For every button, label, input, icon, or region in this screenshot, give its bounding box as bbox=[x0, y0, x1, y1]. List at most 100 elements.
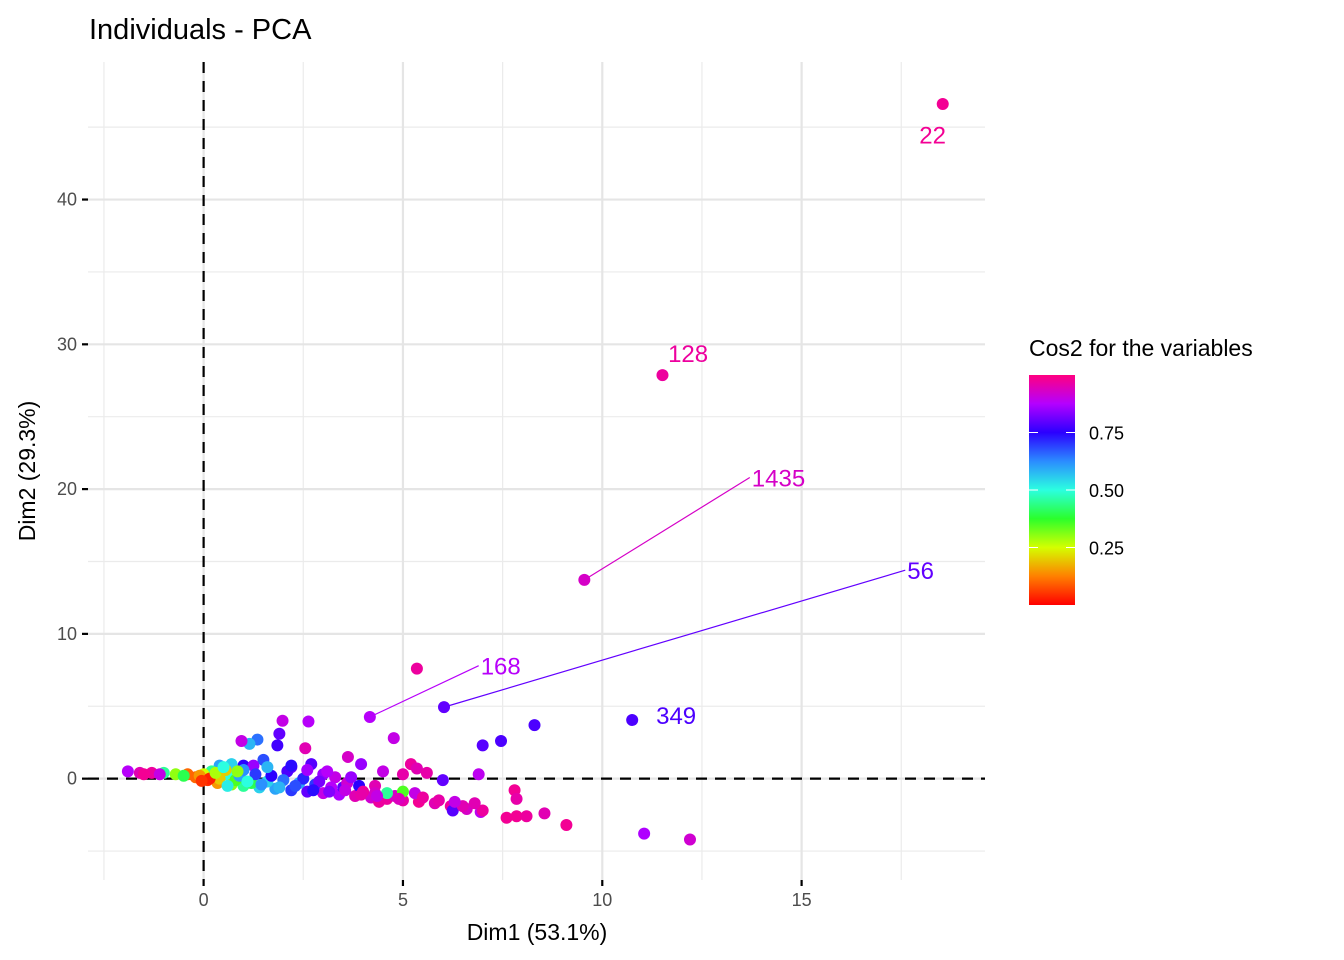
data-point bbox=[255, 778, 268, 791]
colorbar-ticks: 0.25 0.50 0.75 bbox=[1029, 424, 1124, 559]
leader-line bbox=[443, 569, 906, 708]
data-point bbox=[273, 781, 286, 794]
data-point bbox=[355, 758, 368, 771]
y-tick-label: 30 bbox=[57, 334, 77, 354]
x-tick-label: 5 bbox=[398, 890, 408, 910]
data-point bbox=[276, 714, 289, 727]
legend-title: Cos2 for the variables bbox=[1029, 335, 1253, 361]
y-tick-label: 40 bbox=[57, 190, 77, 210]
data-point bbox=[387, 732, 400, 745]
data-point bbox=[289, 779, 302, 792]
data-point bbox=[321, 765, 334, 778]
data-point bbox=[476, 804, 489, 817]
y-tick-label: 20 bbox=[57, 479, 77, 499]
data-point bbox=[381, 787, 393, 800]
data-point bbox=[217, 761, 230, 774]
y-tick-label: 0 bbox=[67, 769, 77, 789]
x-tick-label: 10 bbox=[592, 890, 612, 910]
chart-title: Individuals - PCA bbox=[89, 14, 312, 46]
data-point bbox=[476, 739, 489, 752]
data-point bbox=[520, 810, 533, 823]
data-point bbox=[396, 768, 409, 781]
data-point bbox=[299, 742, 312, 755]
data-point bbox=[241, 775, 254, 788]
data-point bbox=[341, 750, 354, 763]
x-tick-label: 15 bbox=[792, 890, 812, 910]
point-label: 128 bbox=[668, 341, 708, 368]
data-point bbox=[137, 768, 150, 781]
colorbar-tick-label: 0.75 bbox=[1089, 424, 1124, 444]
labeled-data-point bbox=[363, 710, 376, 723]
data-point bbox=[410, 662, 423, 675]
y-axis-ticks: 0 10 20 30 40 bbox=[57, 190, 88, 789]
point-label: 168 bbox=[481, 654, 521, 681]
data-point bbox=[416, 791, 429, 804]
data-point bbox=[448, 795, 461, 808]
label-leader-lines bbox=[369, 477, 906, 718]
data-point bbox=[638, 827, 651, 840]
data-point bbox=[355, 788, 368, 801]
leader-line bbox=[584, 477, 751, 581]
data-point bbox=[432, 794, 445, 807]
data-point bbox=[683, 833, 696, 846]
data-point bbox=[195, 774, 208, 787]
labeled-data-point bbox=[578, 573, 591, 586]
colorbar-tick-label: 0.50 bbox=[1089, 481, 1124, 501]
point-label: 349 bbox=[656, 703, 696, 730]
data-point bbox=[472, 768, 485, 781]
data-point bbox=[301, 763, 314, 776]
labeled-data-point bbox=[438, 701, 451, 714]
data-point bbox=[510, 792, 523, 805]
x-axis-title: Dim1 (53.1%) bbox=[467, 919, 608, 945]
data-point bbox=[313, 775, 326, 788]
point-label: 56 bbox=[907, 558, 934, 585]
data-point bbox=[153, 768, 166, 781]
data-point bbox=[500, 811, 513, 824]
data-point bbox=[231, 765, 244, 778]
data-point bbox=[177, 769, 190, 782]
leader-line bbox=[369, 665, 479, 718]
y-tick-label: 10 bbox=[57, 624, 77, 644]
data-point bbox=[261, 761, 274, 774]
points-layer bbox=[121, 97, 949, 846]
data-point bbox=[121, 765, 134, 778]
data-point bbox=[339, 784, 352, 797]
data-point bbox=[468, 797, 481, 810]
data-point bbox=[235, 735, 248, 748]
point-label: 1435 bbox=[752, 466, 805, 493]
data-point bbox=[495, 735, 508, 748]
grid-major bbox=[88, 62, 985, 880]
data-point bbox=[377, 765, 390, 778]
grid-minor bbox=[88, 62, 985, 880]
data-point bbox=[420, 766, 433, 779]
data-point bbox=[273, 727, 286, 740]
data-point bbox=[249, 768, 262, 781]
colorbar-tick-label: 0.25 bbox=[1089, 539, 1124, 559]
point-labels: 22 128 1435 56 168 349 bbox=[481, 122, 946, 730]
labeled-data-point bbox=[626, 714, 639, 727]
reference-lines bbox=[88, 62, 985, 880]
labeled-data-point bbox=[936, 97, 949, 110]
x-tick-label: 0 bbox=[199, 890, 209, 910]
data-point bbox=[221, 779, 234, 792]
data-point bbox=[410, 762, 423, 775]
data-point bbox=[371, 790, 384, 803]
x-axis-ticks: 0 5 10 15 bbox=[199, 880, 812, 910]
data-point bbox=[271, 739, 284, 752]
point-label: 22 bbox=[919, 122, 946, 149]
data-point bbox=[528, 719, 541, 732]
data-point bbox=[560, 818, 573, 831]
y-axis-title: Dim2 (29.3%) bbox=[14, 401, 40, 542]
data-point bbox=[392, 792, 405, 805]
data-point bbox=[538, 807, 551, 820]
data-point bbox=[285, 759, 298, 772]
colorbar-legend: Cos2 for the variables 0.25 0.50 0.75 bbox=[1029, 335, 1253, 605]
data-point bbox=[302, 715, 315, 728]
data-point bbox=[323, 785, 336, 798]
labeled-data-point bbox=[656, 369, 669, 382]
data-point bbox=[510, 810, 523, 823]
data-point bbox=[436, 774, 449, 787]
data-point bbox=[345, 771, 358, 784]
data-point bbox=[307, 784, 320, 797]
